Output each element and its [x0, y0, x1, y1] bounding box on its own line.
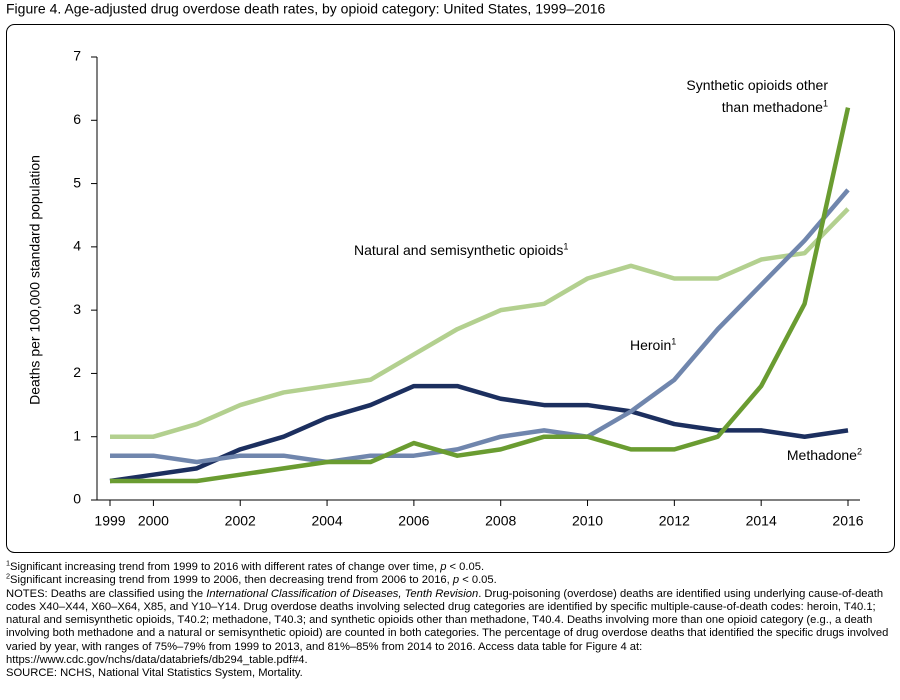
series-label: Natural and semisynthetic opioids1	[354, 239, 654, 261]
y-tick-label: 7	[73, 48, 81, 64]
series-label: Synthetic opioids other than methadone1	[668, 74, 828, 118]
footnote-text: International Classification of Diseases…	[206, 587, 479, 600]
series-sup: 2	[856, 446, 862, 457]
series-name: Synthetic opioids other than methadone	[686, 77, 828, 115]
y-tick-label: 0	[73, 491, 81, 507]
footnote-sup: 1	[6, 558, 11, 568]
footnote: 1Significant increasing trend from 1999 …	[6, 558, 894, 574]
chart-title: Figure 4. Age-adjusted drug overdose dea…	[6, 1, 606, 17]
x-tick-label: 2016	[832, 513, 863, 529]
y-tick-label: 1	[73, 427, 81, 443]
x-tick-label: 2012	[659, 513, 690, 529]
series-line	[110, 107, 851, 484]
footnote-text: < 0.05.	[446, 561, 485, 573]
x-tick-label: 2006	[398, 513, 429, 529]
y-tick-label: 4	[73, 238, 81, 254]
x-tick-label: 2000	[138, 513, 169, 529]
footnote-text: NOTES: Deaths are classified using the	[6, 587, 207, 600]
frame	[6, 24, 895, 553]
y-axis-label: Deaths per 100,000 standard population	[27, 155, 43, 405]
series-line	[110, 207, 850, 439]
series-label: Heroin1	[630, 334, 730, 356]
footnote: 2Significant increasing trend from 1999 …	[6, 571, 894, 587]
series-name: Natural and semisynthetic opioids	[354, 242, 564, 258]
x-tick-label: 2010	[572, 513, 603, 529]
footnote-text: . Drug-poisoning (overdose) deaths are i…	[6, 587, 889, 667]
footnote: NOTES: Deaths are classified using the I…	[6, 588, 894, 668]
x-tick-label: 1999	[94, 513, 125, 529]
series-sup: 1	[671, 336, 677, 347]
chart: Figure 4. Age-adjusted drug overdose dea…	[6, 1, 895, 553]
series-line	[109, 383, 849, 484]
series-name: Methadone	[786, 447, 857, 463]
footnote-text: p	[452, 574, 460, 587]
series-line	[110, 188, 850, 465]
footnote-text: < 0.05.	[459, 574, 497, 587]
footnote-text: Significant increasing trend from 1999 t…	[10, 574, 453, 587]
footnote: SOURCE: NCHS, National Vital Statistics …	[6, 667, 894, 680]
x-tick-label: 2004	[311, 513, 342, 529]
footnote-text: Significant increasing trend from 1999 t…	[10, 561, 441, 573]
x-tick-label: 2008	[485, 513, 516, 529]
series-label: Methadone2	[702, 444, 862, 466]
footnote-text: SOURCE: NCHS, National Vital Statistics …	[6, 667, 303, 680]
y-tick-label: 3	[73, 301, 81, 317]
y-tick-label: 6	[73, 111, 81, 127]
y-tick-label: 5	[73, 174, 81, 190]
x-tick-label: 2014	[746, 513, 777, 529]
notes: 1Significant increasing trend from 1999 …	[6, 558, 894, 681]
footnote-sup: 2	[6, 571, 11, 581]
series-sup: 1	[563, 241, 569, 252]
series-sup: 1	[822, 98, 828, 109]
x-tick-label: 2002	[225, 513, 256, 529]
series-name: Heroin	[630, 337, 672, 353]
footnote-text: p	[440, 561, 447, 573]
y-tick-label: 2	[73, 364, 81, 380]
